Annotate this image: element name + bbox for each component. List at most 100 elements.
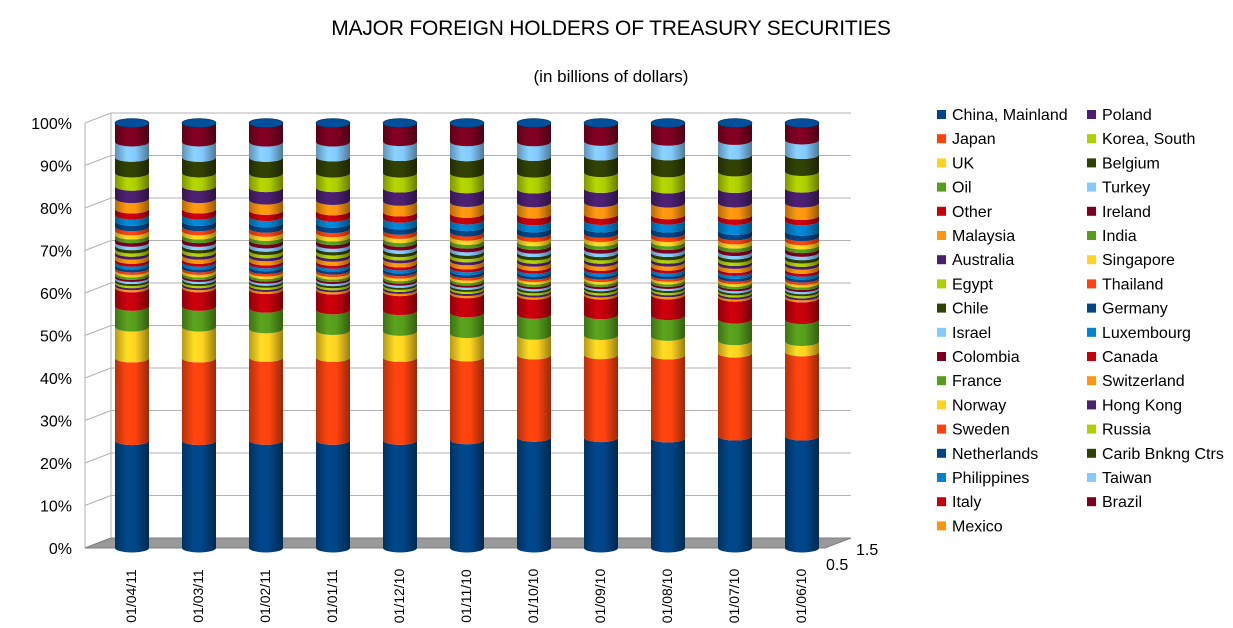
bar-segment <box>383 242 417 251</box>
bar-body <box>517 437 551 553</box>
legend-swatch <box>1087 182 1096 192</box>
bar-body <box>316 440 350 553</box>
bar-body <box>718 244 752 253</box>
legend-item: Singapore <box>1087 252 1175 269</box>
bar-body <box>182 306 216 332</box>
legend-label: Norway <box>952 397 1006 414</box>
bar-segment <box>450 281 484 288</box>
bar-body <box>584 288 618 296</box>
legend-swatch <box>1087 327 1096 337</box>
bar-body <box>249 269 283 277</box>
bar-body <box>584 141 618 161</box>
bar-segment <box>115 440 149 553</box>
bar-segment <box>450 232 484 241</box>
gridline-depth <box>84 452 112 464</box>
bar-segment <box>115 198 149 214</box>
bar-body <box>316 267 350 275</box>
bar-segment <box>718 282 752 290</box>
legend-swatch <box>937 303 946 313</box>
bar-segment <box>651 266 685 274</box>
bar-segment <box>718 140 752 160</box>
bar-segment <box>584 123 618 146</box>
bar-segment <box>785 154 819 177</box>
bar-body <box>651 355 685 443</box>
bar-body <box>316 272 350 280</box>
bar-segment <box>316 142 350 162</box>
bar-body <box>584 220 618 233</box>
bar-segment <box>450 283 484 290</box>
bar-body <box>182 279 216 287</box>
bar-segment <box>517 249 551 258</box>
chart-subtitle: (in billions of dollars) <box>533 67 689 86</box>
bar-body <box>316 257 350 266</box>
bar-segment <box>450 439 484 553</box>
bar-body <box>785 280 819 288</box>
bar-stack <box>784 118 820 553</box>
bar-segment <box>584 141 618 161</box>
bar-body <box>651 233 685 243</box>
x-tick-label: 01/01/11 <box>324 569 340 623</box>
bar-body <box>316 283 350 291</box>
bar-segment <box>115 157 149 178</box>
legend-item: Poland <box>1087 107 1152 124</box>
bar-body <box>249 247 283 256</box>
bar-body <box>182 198 216 214</box>
bar-segment <box>115 141 149 162</box>
bar-body <box>584 284 618 292</box>
legend-item: Ireland <box>1087 204 1151 221</box>
legend-item: Turkey <box>1087 180 1150 197</box>
bar-body <box>249 200 283 215</box>
bar-segment <box>718 295 752 302</box>
bar-body <box>450 219 484 232</box>
bar-segment <box>517 123 551 147</box>
bar-segment <box>383 281 417 288</box>
legend-label: Taiwan <box>1102 470 1152 487</box>
bar-body <box>718 288 752 296</box>
bar-body <box>785 203 819 220</box>
bar-segment <box>249 281 283 288</box>
bar-segment <box>517 277 551 285</box>
bar-segment <box>785 319 819 347</box>
bar-body <box>785 188 819 208</box>
legend-label: Japan <box>952 131 996 148</box>
bar-body <box>383 252 417 261</box>
bar-body <box>249 250 283 259</box>
bar-body <box>316 247 350 256</box>
bar-segment <box>718 279 752 287</box>
legend-swatch <box>937 473 946 482</box>
legend-item: Taiwan <box>1087 470 1152 487</box>
bar-segment <box>115 283 149 291</box>
bar-segment <box>115 270 149 278</box>
bar-segment <box>115 267 149 275</box>
bar-segment <box>182 285 216 293</box>
bar-body <box>249 236 283 245</box>
bar-body <box>718 203 752 220</box>
bar-segment <box>785 231 819 242</box>
bar-segment <box>316 254 350 262</box>
bar-segment <box>182 186 216 204</box>
bar-segment <box>450 293 484 318</box>
bar-segment <box>785 287 819 295</box>
bar-body <box>249 228 283 237</box>
bar-body <box>785 295 819 303</box>
bar-body <box>517 214 551 226</box>
bar-segment <box>718 203 752 220</box>
legend-item: Other <box>937 204 993 221</box>
legend-item: Egypt <box>937 276 993 293</box>
bar-segment <box>718 274 752 282</box>
bar-segment <box>182 270 216 278</box>
legend-item: Australia <box>937 252 1014 269</box>
bar-body <box>718 268 752 276</box>
bar-segment <box>584 295 618 320</box>
bar-body <box>115 327 149 363</box>
legend-item: Canada <box>1087 349 1158 366</box>
bar-body <box>584 228 618 238</box>
bar-body <box>785 341 819 357</box>
bar-body <box>115 267 149 275</box>
bar-body <box>517 269 551 277</box>
legend-swatch <box>937 327 946 337</box>
bar-body <box>316 187 350 205</box>
bar-body <box>316 173 350 193</box>
bar-body <box>115 255 149 264</box>
bar-body <box>182 221 216 232</box>
